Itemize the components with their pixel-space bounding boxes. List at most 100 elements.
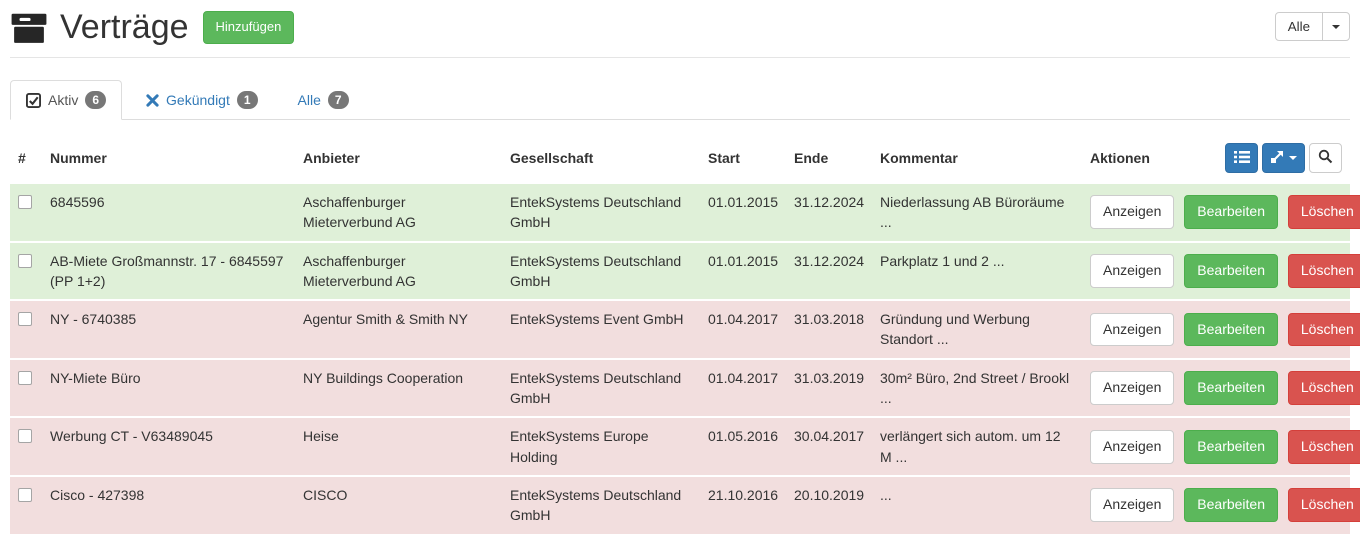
anzeigen-button[interactable]: Anzeigen	[1090, 253, 1175, 288]
row-checkbox[interactable]	[18, 429, 32, 444]
bearbeiten-button[interactable]: Bearbeiten	[1184, 195, 1278, 230]
tab-alle-count-badge: 7	[327, 91, 349, 109]
page-header: Verträge Hinzufügen Alle	[10, 8, 1350, 47]
table-row: AB-Miete Großmannstr. 17 - 6845597 (PP 1…	[10, 240, 1360, 301]
tab-gekuendigt-count-badge: 1	[236, 91, 258, 109]
cell-nummer: Cisco - 427398	[42, 474, 295, 534]
table-row: NY - 6740385 Agentur Smith & Smith NY En…	[10, 299, 1360, 359]
search-icon	[1318, 149, 1333, 167]
row-select-cell	[10, 182, 42, 242]
tab-aktiv-count-badge: 6	[85, 91, 107, 109]
cell-gesellschaft: EntekSystems Europe Holding	[502, 416, 700, 476]
bearbeiten-button[interactable]: Bearbeiten	[1184, 371, 1278, 406]
status-tabs: Aktiv 6 Gekündigt 1 Alle 7	[10, 80, 1350, 120]
tab-aktiv-label: Aktiv	[48, 92, 79, 108]
loeschen-button[interactable]: Löschen	[1287, 488, 1360, 523]
row-select-cell	[10, 299, 42, 359]
bearbeiten-button[interactable]: Bearbeiten	[1184, 429, 1278, 464]
row-select-cell	[10, 240, 42, 301]
archive-icon	[10, 9, 48, 47]
cell-ende: 31.03.2018	[786, 299, 872, 359]
loeschen-button[interactable]: Löschen	[1287, 429, 1360, 464]
anzeigen-button[interactable]: Anzeigen	[1090, 429, 1175, 464]
page-title: Verträge	[60, 8, 189, 46]
column-header-aktionen: Aktionen	[1090, 150, 1150, 166]
loeschen-button[interactable]: Löschen	[1287, 371, 1360, 406]
table-row: 6845596 Aschaffenburger Mieterverbund AG…	[10, 182, 1360, 242]
cell-kommentar: ...	[872, 474, 1082, 534]
bearbeiten-button[interactable]: Bearbeiten	[1184, 488, 1278, 523]
column-header-ende: Ende	[794, 150, 829, 166]
loeschen-button[interactable]: Löschen	[1287, 253, 1360, 288]
export-icon	[1270, 150, 1284, 167]
contracts-table: # Nummer Anbieter Gesellschaft Start End…	[10, 134, 1360, 534]
header-divider	[10, 57, 1350, 58]
loeschen-button[interactable]: Löschen	[1287, 195, 1360, 230]
cell-kommentar: Gründung und Werbung Standort ...	[872, 299, 1082, 359]
cell-nummer: 6845596	[42, 182, 295, 242]
cell-gesellschaft: EntekSystems Deutschland GmbH	[502, 357, 700, 418]
table-toolbar	[1225, 143, 1342, 173]
cell-nummer: AB-Miete Großmannstr. 17 - 6845597 (PP 1…	[42, 240, 295, 301]
cell-nummer: NY - 6740385	[42, 299, 295, 359]
tab-alle-label: Alle	[297, 92, 321, 108]
cell-anbieter: CISCO	[295, 474, 502, 534]
cell-start: 01.01.2015	[700, 240, 786, 301]
table-header-row: # Nummer Anbieter Gesellschaft Start End…	[10, 134, 1350, 183]
search-button[interactable]	[1309, 143, 1342, 173]
caret-down-icon	[1332, 24, 1340, 29]
checked-checkbox-icon	[26, 92, 41, 108]
scope-button[interactable]: Alle	[1274, 12, 1323, 41]
anzeigen-button[interactable]: Anzeigen	[1090, 371, 1175, 406]
cell-gesellschaft: EntekSystems Deutschland GmbH	[502, 474, 700, 534]
anzeigen-button[interactable]: Anzeigen	[1090, 312, 1175, 347]
cell-ende: 31.12.2024	[786, 182, 872, 242]
column-header-start: Start	[708, 150, 740, 166]
cell-nummer: NY-Miete Büro	[42, 357, 295, 418]
cell-gesellschaft: EntekSystems Event GmbH	[502, 299, 700, 359]
row-checkbox[interactable]	[18, 370, 32, 385]
loeschen-button[interactable]: Löschen	[1287, 312, 1360, 347]
cell-anbieter: Agentur Smith & Smith NY	[295, 299, 502, 359]
tab-gekuendigt-label: Gekündigt	[166, 92, 230, 108]
add-contract-button[interactable]: Hinzufügen	[202, 11, 295, 44]
cell-gesellschaft: EntekSystems Deutschland GmbH	[502, 182, 700, 242]
cell-ende: 31.03.2019	[786, 357, 872, 418]
scope-dropdown-toggle[interactable]	[1322, 12, 1350, 41]
list-view-button[interactable]	[1225, 143, 1258, 173]
row-checkbox[interactable]	[18, 195, 32, 209]
cell-ende: 20.10.2019	[786, 474, 872, 534]
row-select-cell	[10, 474, 42, 534]
cell-nummer: Werbung CT - V63489045	[42, 416, 295, 476]
bearbeiten-button[interactable]: Bearbeiten	[1184, 253, 1278, 288]
cell-start: 01.04.2017	[700, 357, 786, 418]
row-select-cell	[10, 416, 42, 476]
cell-anbieter: NY Buildings Cooperation	[295, 357, 502, 418]
row-checkbox[interactable]	[18, 253, 32, 268]
tab-gekuendigt[interactable]: Gekündigt 1	[130, 80, 274, 120]
cell-ende: 30.04.2017	[786, 416, 872, 476]
list-icon	[1233, 150, 1250, 167]
cell-ende: 31.12.2024	[786, 240, 872, 301]
cell-gesellschaft: EntekSystems Deutschland GmbH	[502, 240, 700, 301]
table-row: NY-Miete Büro NY Buildings Cooperation E…	[10, 357, 1360, 418]
x-icon	[146, 93, 159, 107]
table-row: Werbung CT - V63489045 Heise EntekSystem…	[10, 416, 1360, 476]
anzeigen-button[interactable]: Anzeigen	[1090, 195, 1175, 230]
cell-kommentar: verlängert sich autom. um 12 M ...	[872, 416, 1082, 476]
tab-aktiv[interactable]: Aktiv 6	[10, 80, 123, 120]
column-header-select: #	[18, 150, 26, 166]
anzeigen-button[interactable]: Anzeigen	[1090, 488, 1175, 523]
cell-kommentar: Niederlassung AB Büroräume ...	[872, 182, 1082, 242]
cell-anbieter: Aschaffenburger Mieterverbund AG	[295, 182, 502, 242]
bearbeiten-button[interactable]: Bearbeiten	[1184, 312, 1278, 347]
export-button[interactable]	[1262, 143, 1305, 173]
tab-alle[interactable]: Alle 7	[282, 80, 365, 120]
row-select-cell	[10, 357, 42, 418]
table-row: Cisco - 427398 CISCO EntekSystems Deutsc…	[10, 474, 1360, 534]
row-checkbox[interactable]	[18, 487, 32, 502]
cell-kommentar: Parkplatz 1 und 2 ...	[872, 240, 1082, 301]
scope-split-button: Alle	[1274, 12, 1350, 41]
row-checkbox[interactable]	[18, 312, 32, 327]
